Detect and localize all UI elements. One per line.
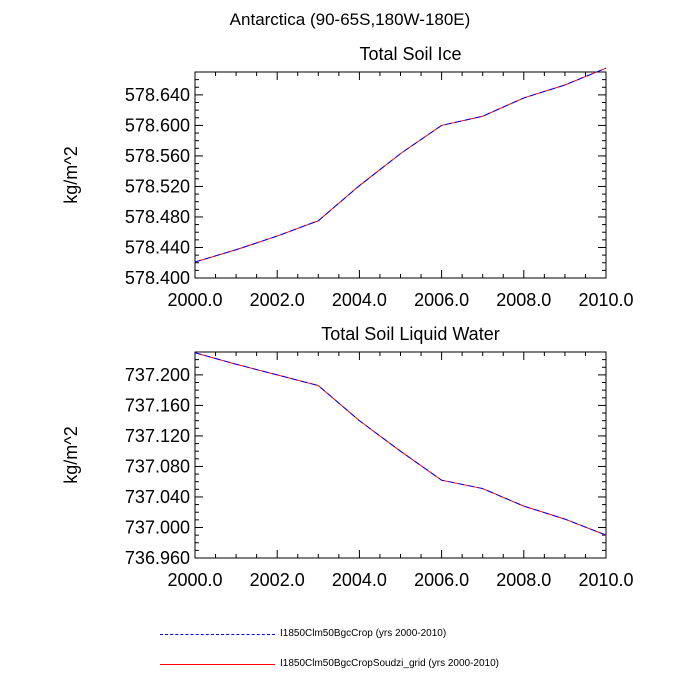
- x-tick-label: 2006.0: [414, 570, 469, 590]
- x-tick-label: 2008.0: [496, 570, 551, 590]
- x-tick-label: 2006.0: [414, 290, 469, 310]
- y-tick-label: 737.040: [125, 487, 190, 507]
- y-axis-label-1: kg/m^2: [61, 426, 81, 483]
- x-tick-label: 2000.0: [167, 570, 222, 590]
- y-tick-label: 737.200: [125, 365, 190, 385]
- figure-title: Antarctica (90-65S,180W-180E): [229, 10, 471, 29]
- panel-title-0: Total Soil Ice: [359, 44, 461, 64]
- x-tick-label: 2004.0: [332, 290, 387, 310]
- x-tick-label: 2002.0: [250, 290, 305, 310]
- y-tick-label: 737.120: [125, 426, 190, 446]
- y-tick-label: 578.640: [125, 85, 190, 105]
- y-tick-label: 578.520: [125, 176, 190, 196]
- legend-swatch-solid-red: [160, 664, 275, 665]
- legend-label-soudzi: I1850Clm50BgcCropSoudzi_grid (yrs 2000-2…: [280, 658, 500, 669]
- y-tick-label: 578.480: [125, 207, 190, 227]
- series-line-soudzi-0: [194, 67, 607, 263]
- x-tick-label: 2010.0: [578, 570, 633, 590]
- legend-swatch-dashed-blue: [160, 634, 275, 635]
- x-tick-label: 2002.0: [250, 570, 305, 590]
- y-tick-label: 737.080: [125, 456, 190, 476]
- series-line-crop-1: [194, 352, 607, 536]
- y-tick-label: 737.000: [125, 517, 190, 537]
- legend-label-crop: I1850Clm50BgcCrop (yrs 2000-2010): [280, 628, 447, 639]
- series-line-soudzi-1: [194, 352, 607, 536]
- y-tick-label: 578.560: [125, 146, 190, 166]
- series-line-crop-0: [194, 67, 607, 263]
- y-tick-label: 736.960: [125, 548, 190, 568]
- x-tick-label: 2000.0: [167, 290, 222, 310]
- y-tick-label: 737.160: [125, 395, 190, 415]
- y-axis-label-0: kg/m^2: [61, 146, 81, 203]
- plot-frame-1: [194, 351, 607, 559]
- y-tick-label: 578.600: [125, 115, 190, 135]
- y-tick-label: 578.400: [125, 268, 190, 288]
- x-tick-label: 2004.0: [332, 570, 387, 590]
- plot-frame-0: [194, 71, 607, 279]
- x-tick-label: 2010.0: [578, 290, 633, 310]
- y-tick-label: 578.440: [125, 237, 190, 257]
- x-tick-label: 2008.0: [496, 290, 551, 310]
- panel-title-1: Total Soil Liquid Water: [321, 324, 499, 344]
